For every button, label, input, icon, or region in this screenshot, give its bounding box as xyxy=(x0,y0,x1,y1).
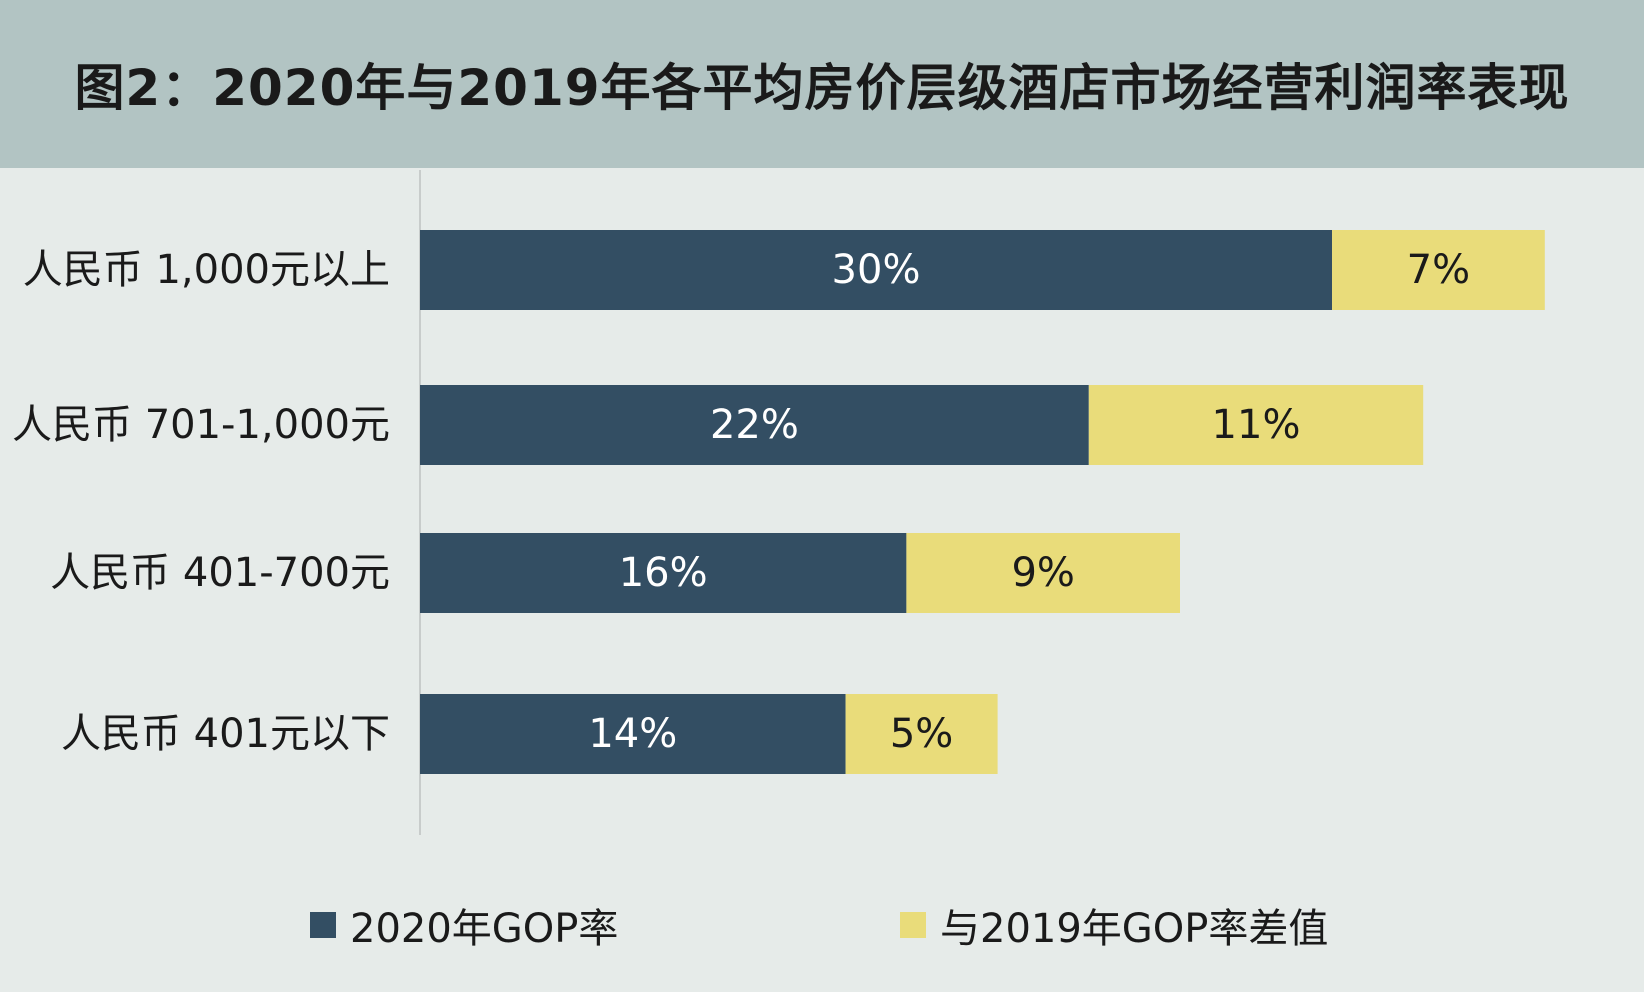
data-label: 22% xyxy=(710,402,799,448)
data-label: 7% xyxy=(1407,247,1470,293)
category-label: 人民币 401元以下 xyxy=(61,711,390,757)
bar-gop-2020 xyxy=(420,385,1089,465)
legend-item-gop-2020: 2020年GOP率 xyxy=(310,895,618,955)
category-label: 人民币 1,000元以上 xyxy=(23,247,390,293)
category-label: 人民币 401-700元 xyxy=(50,550,390,596)
bar-gop-2020 xyxy=(420,694,846,774)
chart-title: 图2：2020年与2019年各平均房价层级酒店市场经营利润率表现 xyxy=(74,59,1570,117)
legend: 2020年GOP率 与2019年GOP率差值 xyxy=(0,895,1644,955)
data-label: 9% xyxy=(1011,550,1074,596)
data-label: 11% xyxy=(1212,402,1301,448)
title-bar: 图2：2020年与2019年各平均房价层级酒店市场经营利润率表现 xyxy=(0,0,1644,168)
bar-gop-2020 xyxy=(420,533,907,613)
bar-diff-2019 xyxy=(906,533,1180,613)
bar-diff-2019 xyxy=(845,694,998,774)
bar-gop-2020 xyxy=(420,230,1332,310)
bar-diff-2019 xyxy=(1332,230,1545,310)
legend-label-gop-2020: 2020年GOP率 xyxy=(350,906,619,952)
legend-item-diff: 与2019年GOP率差值 xyxy=(900,895,1328,955)
data-label: 16% xyxy=(619,550,708,596)
data-label: 30% xyxy=(832,247,921,293)
legend-label-diff: 与2019年GOP率差值 xyxy=(940,906,1329,952)
legend-swatch-gop-2020 xyxy=(310,912,336,938)
legend-swatch-diff xyxy=(900,912,926,938)
bar-diff-2019 xyxy=(1088,385,1424,465)
data-label: 14% xyxy=(588,711,677,757)
category-label: 人民币 701-1,000元 xyxy=(12,402,390,448)
data-label: 5% xyxy=(890,711,953,757)
